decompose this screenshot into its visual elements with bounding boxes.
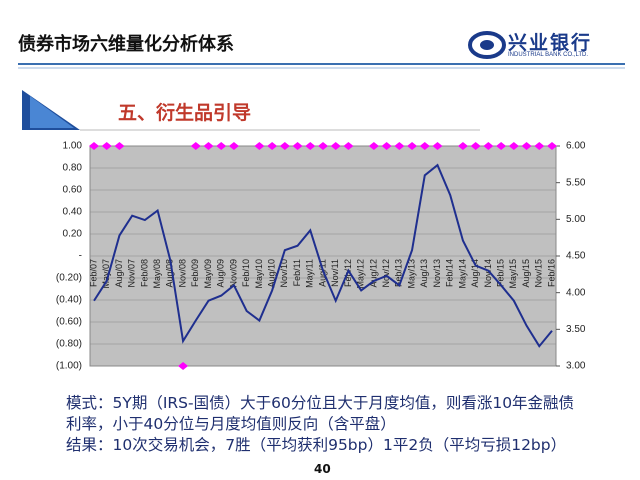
x-tick-label: Nov/13 [432, 259, 442, 288]
x-tick-label: Aug/12 [368, 259, 378, 288]
x-tick-label: May/07 [101, 259, 111, 289]
x-tick-label: Aug/13 [419, 259, 429, 288]
x-tick-label: May/15 [508, 259, 518, 289]
x-tick-label: Aug/08 [165, 259, 175, 288]
signal-marker [368, 142, 379, 150]
decoration [18, 63, 625, 131]
y2-tick-label: 3.50 [566, 324, 586, 335]
y-tick-label: 1.00 [63, 141, 83, 152]
y-tick-label: 0.40 [63, 207, 83, 218]
x-tick-label: Feb/08 [139, 259, 149, 287]
x-tick-label: Aug/15 [521, 259, 531, 288]
y-tick-label: (0.20) [56, 273, 82, 284]
x-tick-label: Nov/10 [279, 259, 289, 288]
y-tick-label: 0.80 [63, 163, 83, 174]
signal-marker [190, 142, 201, 150]
x-tick-label: Feb/07 [88, 259, 98, 287]
y2-tick-label: 5.00 [566, 214, 586, 225]
y2-tick-label: 4.50 [566, 251, 586, 262]
signal-marker [343, 142, 354, 150]
signal-marker [228, 142, 239, 150]
x-tick-label: May/13 [406, 259, 416, 289]
x-tick-label: Aug/11 [317, 259, 327, 287]
x-tick-label: May/10 [254, 259, 264, 289]
x-tick-label: May/12 [356, 259, 366, 289]
x-tick-label: May/11 [305, 259, 315, 288]
y-tick-label: 0.60 [63, 185, 83, 196]
signal-marker [318, 142, 328, 150]
signal-marker [292, 142, 303, 150]
x-tick-label: May/09 [203, 259, 213, 289]
x-tick-label: May/14 [457, 259, 467, 289]
x-tick-label: Feb/15 [495, 259, 505, 287]
x-tick-label: Nov/15 [534, 259, 544, 288]
body-line: 结果：10次交易机会，7胜（平均获利95bp）1平2负（平均亏损12bp） [66, 436, 567, 454]
x-tick-label: Feb/10 [241, 259, 251, 287]
signal-marker [381, 142, 392, 150]
y2-tick-label: 3.00 [566, 361, 586, 372]
body-text: 模式：5Y期（IRS-国债）大于60分位且大于月度均值，则看涨10年金融债利率，… [66, 393, 586, 456]
logo-english: INDUSTRIAL BANK CO.,LTD. [508, 52, 589, 58]
signal-marker [496, 142, 507, 150]
signal-marker [267, 142, 278, 150]
signal-marker [407, 142, 418, 150]
y-tick-label: (0.80) [56, 339, 82, 350]
slide-title: 债券市场六维量化分析体系 [18, 34, 234, 55]
x-tick-label: Feb/09 [190, 259, 200, 287]
signal-marker [432, 142, 443, 150]
signal-marker [305, 142, 316, 150]
x-tick-label: Feb/13 [394, 259, 404, 287]
signal-marker [457, 142, 468, 150]
signal-marker [254, 142, 265, 150]
y-tick-label: (1.00) [56, 361, 82, 372]
signal-marker [508, 142, 519, 150]
signal-marker [419, 142, 430, 150]
x-tick-label: Nov/08 [177, 259, 187, 288]
y-tick-label: (0.60) [56, 317, 82, 328]
signal-marker [114, 142, 125, 150]
signal-marker [521, 142, 532, 150]
x-tick-label: Feb/11 [292, 259, 302, 286]
y2-tick-label: 5.50 [566, 177, 586, 188]
x-tick-label: Nov/12 [381, 259, 391, 288]
signal-marker [203, 142, 214, 150]
logo-icon [468, 31, 506, 59]
section-title: 五、衍生品引导 [118, 102, 252, 124]
signal-marker [89, 142, 99, 150]
logo: 兴业银行 INDUSTRIAL BANK CO.,LTD. [468, 30, 618, 64]
body-line: 模式：5Y期（IRS-国债）大于60分位且大于月度均值，则看涨10年金融债利率，… [66, 394, 575, 433]
x-tick-label: Nov/09 [228, 259, 238, 288]
logo-name: 兴业银行 [508, 32, 593, 54]
signal-marker [547, 142, 557, 150]
x-tick-label: Feb/16 [546, 259, 556, 287]
y-tick-label: 0.20 [63, 229, 83, 240]
x-tick-label: Aug/07 [114, 259, 124, 288]
x-tick-label: Aug/14 [470, 259, 480, 288]
signal-marker [534, 142, 545, 150]
chart: 1.00 0.80 0.60 0.40 0.20 - (0.20) (0.40) (0.60) (… [56, 141, 586, 372]
signal-marker [394, 142, 405, 150]
line [93, 163, 553, 348]
x-tick-label: Nov/07 [127, 259, 137, 288]
signal-marker [101, 142, 112, 150]
y-tick-label: (0.40) [56, 295, 82, 306]
page-number: 40 [314, 462, 331, 476]
signal-marker [279, 142, 290, 150]
signal-marker [483, 142, 494, 150]
x-tick-label: May/08 [152, 259, 162, 289]
signal-marker [178, 362, 189, 370]
x-tick-label: Feb/14 [445, 259, 455, 287]
y2-tick-label: 6.00 [566, 141, 586, 152]
y2-tick-label: 4.00 [566, 287, 586, 298]
signal-marker [216, 142, 227, 150]
signal-marker [470, 142, 481, 150]
x-tick-label: Nov/14 [483, 259, 493, 288]
signal-marker [330, 142, 341, 150]
x-tick-label: Nov/11 [330, 259, 340, 287]
x-tick-label: Aug/09 [216, 259, 226, 288]
x-tick-label: Aug/10 [266, 259, 276, 288]
y-tick-label: - [79, 251, 82, 262]
